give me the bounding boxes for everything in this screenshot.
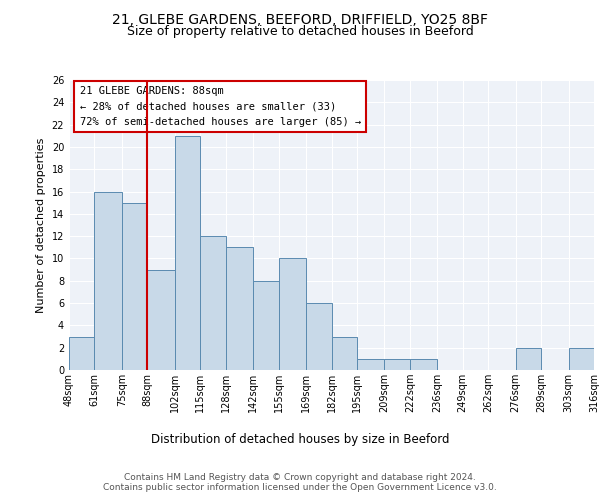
Text: Size of property relative to detached houses in Beeford: Size of property relative to detached ho… xyxy=(127,25,473,38)
Bar xyxy=(69,336,94,370)
Bar xyxy=(569,348,594,370)
Bar xyxy=(278,258,306,370)
Bar xyxy=(306,303,331,370)
Bar xyxy=(122,202,148,370)
Bar xyxy=(148,270,175,370)
Text: Contains public sector information licensed under the Open Government Licence v3: Contains public sector information licen… xyxy=(103,482,497,492)
Text: Distribution of detached houses by size in Beeford: Distribution of detached houses by size … xyxy=(151,432,449,446)
Bar xyxy=(515,348,541,370)
Bar xyxy=(357,359,385,370)
Bar xyxy=(200,236,226,370)
Bar xyxy=(175,136,200,370)
Bar xyxy=(385,359,410,370)
Bar xyxy=(226,248,253,370)
Text: Contains HM Land Registry data © Crown copyright and database right 2024.: Contains HM Land Registry data © Crown c… xyxy=(124,472,476,482)
Bar xyxy=(253,281,278,370)
Bar xyxy=(331,336,357,370)
Text: 21, GLEBE GARDENS, BEEFORD, DRIFFIELD, YO25 8BF: 21, GLEBE GARDENS, BEEFORD, DRIFFIELD, Y… xyxy=(112,12,488,26)
Text: 21 GLEBE GARDENS: 88sqm
← 28% of detached houses are smaller (33)
72% of semi-de: 21 GLEBE GARDENS: 88sqm ← 28% of detache… xyxy=(79,86,361,127)
Y-axis label: Number of detached properties: Number of detached properties xyxy=(36,138,46,312)
Bar xyxy=(410,359,437,370)
Bar xyxy=(94,192,122,370)
